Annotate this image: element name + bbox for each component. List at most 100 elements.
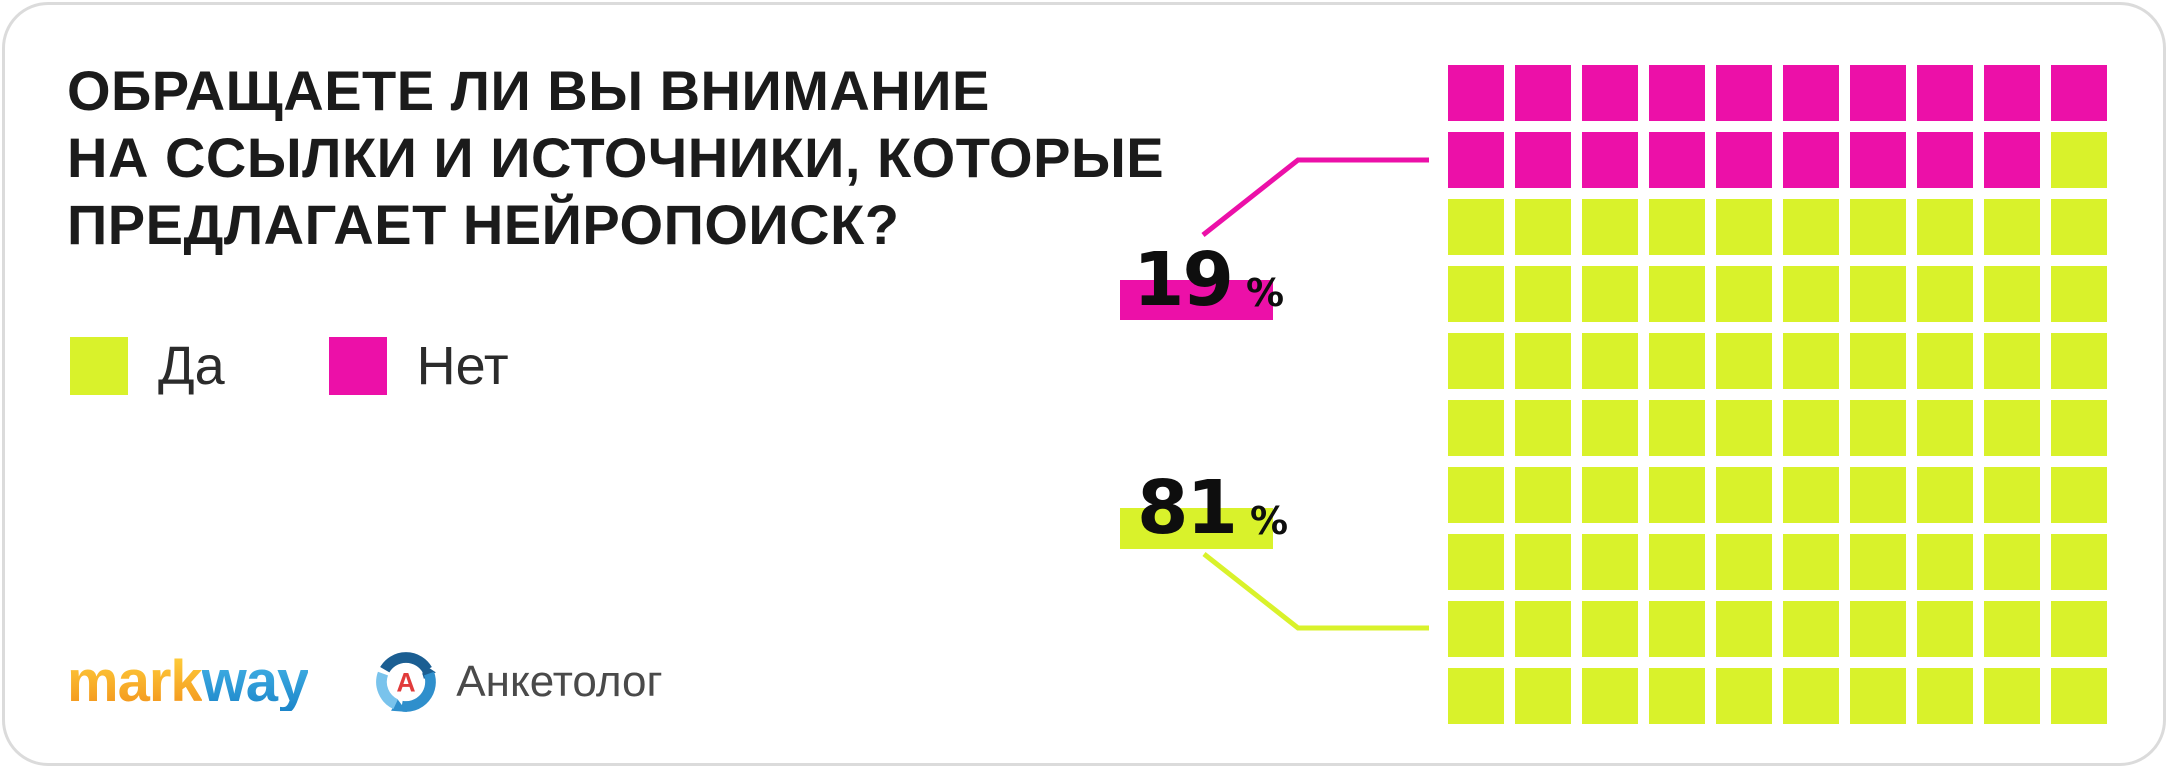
waffle-cell-yes <box>1850 668 1906 724</box>
waffle-cell-yes <box>1649 333 1705 389</box>
legend-item-yes: Да <box>70 335 225 397</box>
waffle-cell-no <box>2051 65 2107 121</box>
waffle-cell-yes <box>1716 400 1772 456</box>
waffle-cell-yes <box>2051 333 2107 389</box>
waffle-cell-yes <box>1984 534 2040 590</box>
waffle-cell-yes <box>1716 534 1772 590</box>
waffle-cell-yes <box>1582 534 1638 590</box>
anketolog-logo-text: Анкетолог <box>456 657 663 706</box>
waffle-cell-no <box>1649 132 1705 188</box>
markway-logo-way: way <box>201 649 310 714</box>
waffle-cell-yes <box>2051 266 2107 322</box>
waffle-cell-yes <box>2051 199 2107 255</box>
waffle-cell-yes <box>1716 266 1772 322</box>
anketolog-logo: А Анкетолог <box>374 650 663 714</box>
waffle-cell-no <box>1984 132 2040 188</box>
waffle-cell-yes <box>1515 601 1571 657</box>
waffle-cell-yes <box>1783 467 1839 523</box>
percent-bar-no <box>1120 280 1273 320</box>
question-title-line-3: ПРЕДЛАГАЕТ НЕЙРОПОИСК? <box>67 193 900 256</box>
waffle-cell-yes <box>1716 601 1772 657</box>
percent-label-no: 19 % <box>1133 243 1284 317</box>
waffle-cell-yes <box>1448 467 1504 523</box>
legend-swatch-no <box>328 337 387 395</box>
waffle-cell-no <box>1515 132 1571 188</box>
footer-logos: mark way А Анкетолог <box>67 650 663 714</box>
waffle-cell-yes <box>1917 467 1973 523</box>
percent-value-yes: 81 <box>1137 465 1238 551</box>
waffle-cell-yes <box>1649 668 1705 724</box>
waffle-cell-no <box>1984 65 2040 121</box>
waffle-cell-yes <box>1850 400 1906 456</box>
waffle-cell-yes <box>1917 333 1973 389</box>
waffle-cell-yes <box>1783 199 1839 255</box>
waffle-cell-yes <box>1649 199 1705 255</box>
waffle-cell-no <box>1649 65 1705 121</box>
legend-item-no: Нет <box>328 335 509 397</box>
waffle-cell-yes <box>1515 400 1571 456</box>
waffle-cell-yes <box>1917 534 1973 590</box>
waffle-cell-no <box>1716 132 1772 188</box>
waffle-cell-yes <box>1582 333 1638 389</box>
waffle-cell-yes <box>1448 266 1504 322</box>
waffle-cell-no <box>1783 65 1839 121</box>
percent-value-no: 19 <box>1133 237 1234 323</box>
waffle-cell-yes <box>1515 668 1571 724</box>
waffle-cell-yes <box>1582 266 1638 322</box>
waffle-cell-no <box>1850 65 1906 121</box>
waffle-cell-yes <box>1984 400 2040 456</box>
waffle-cell-yes <box>1917 266 1973 322</box>
waffle-cell-yes <box>1850 266 1906 322</box>
waffle-cell-yes <box>1448 534 1504 590</box>
waffle-cell-yes <box>1582 400 1638 456</box>
waffle-cell-yes <box>1582 668 1638 724</box>
percent-unit-yes: % <box>1249 499 1289 543</box>
anketolog-circular-arrows-icon: А <box>376 652 437 712</box>
waffle-cell-yes <box>1984 333 2040 389</box>
waffle-cell-yes <box>2051 534 2107 590</box>
waffle-cell-yes <box>1448 333 1504 389</box>
waffle-cell-no <box>1716 65 1772 121</box>
anketolog-letter: А <box>397 668 416 698</box>
legend-label-yes: Да <box>158 336 225 396</box>
legend-swatch-yes <box>70 337 128 395</box>
waffle-cell-yes <box>1649 400 1705 456</box>
legend: Да Нет <box>70 335 509 397</box>
percent-label-yes: 81 % <box>1137 471 1288 545</box>
waffle-cell-yes <box>1649 266 1705 322</box>
waffle-cell-yes <box>1515 266 1571 322</box>
waffle-cell-yes <box>1515 534 1571 590</box>
waffle-cell-no <box>1582 132 1638 188</box>
callout-line-yes <box>1202 552 1429 631</box>
waffle-cell-yes <box>1582 199 1638 255</box>
waffle-cell-no <box>1582 65 1638 121</box>
legend-label-no: Нет <box>416 336 509 396</box>
waffle-cell-yes <box>1582 467 1638 523</box>
waffle-cell-yes <box>1716 333 1772 389</box>
waffle-cell-yes <box>1448 199 1504 255</box>
waffle-cell-yes <box>1984 199 2040 255</box>
waffle-cell-no <box>1850 132 1906 188</box>
waffle-cell-yes <box>2051 400 2107 456</box>
waffle-cell-no <box>1917 132 1973 188</box>
waffle-cell-yes <box>1917 400 1973 456</box>
waffle-cell-yes <box>1984 668 2040 724</box>
percent-bar-yes <box>1120 508 1273 549</box>
waffle-cell-no <box>1448 65 1504 121</box>
waffle-cell-yes <box>1984 266 2040 322</box>
waffle-cell-yes <box>1716 668 1772 724</box>
question-title-line-1: ОБРАЩАЕТЕ ЛИ ВЫ ВНИМАНИЕ <box>67 59 990 122</box>
waffle-cell-yes <box>1850 534 1906 590</box>
waffle-cell-yes <box>1448 400 1504 456</box>
waffle-cell-yes <box>1917 668 1973 724</box>
waffle-cell-yes <box>2051 668 2107 724</box>
waffle-cell-no <box>1515 65 1571 121</box>
waffle-cell-yes <box>1917 601 1973 657</box>
callout-line-no <box>1201 157 1429 237</box>
waffle-cell-yes <box>2051 467 2107 523</box>
waffle-grid <box>1448 65 2107 724</box>
waffle-cell-yes <box>1783 266 1839 322</box>
waffle-cell-yes <box>1917 199 1973 255</box>
waffle-cell-yes <box>1448 668 1504 724</box>
waffle-cell-yes <box>2051 132 2107 188</box>
